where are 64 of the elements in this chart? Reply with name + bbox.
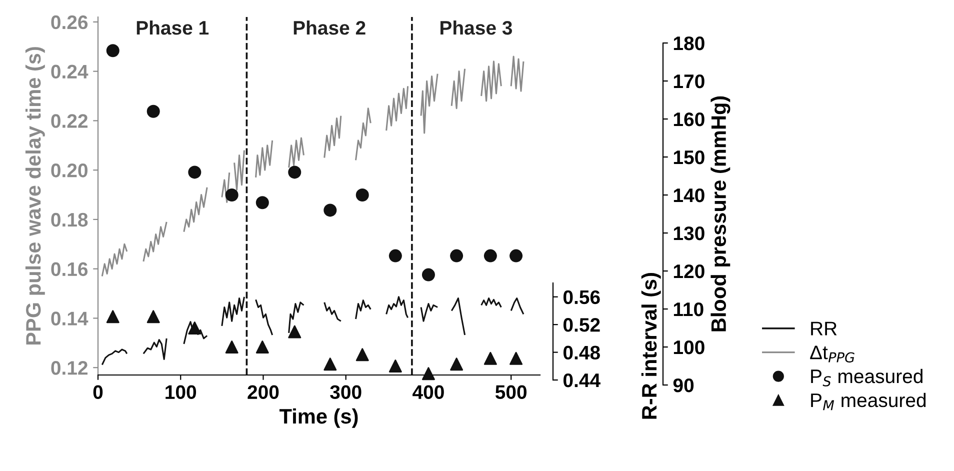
y-tick-label: 0.22 (51, 114, 88, 128)
point (288, 166, 302, 179)
point (106, 44, 120, 58)
point (356, 188, 369, 202)
y-tick-label: 0.20 (51, 164, 88, 178)
point (422, 268, 435, 282)
x-tick-label: 0 (93, 385, 103, 400)
x-tick-label: 500 (495, 385, 527, 400)
point (484, 352, 497, 365)
y-tick-label: 0.18 (51, 212, 88, 227)
annotation: Phase 2 (294, 20, 366, 35)
point (450, 358, 464, 371)
y2-tick-label: 170 (674, 74, 704, 88)
legend-label: RR (811, 322, 837, 336)
point (450, 249, 464, 262)
point (324, 358, 337, 371)
y2-tick-label: 90 (673, 378, 694, 392)
y3-tick-label: 0.52 (563, 318, 600, 332)
x-tick-label: 300 (330, 385, 362, 400)
point (324, 204, 337, 217)
y2-tick-label: 160 (674, 112, 704, 126)
y-tick-label: 0.26 (51, 15, 88, 30)
point (146, 104, 160, 118)
y2-tick-label: 110 (674, 302, 704, 316)
y2-tick-label: 130 (674, 226, 704, 240)
point (388, 249, 402, 262)
x-tick-label: 200 (248, 385, 279, 400)
y-axis-title: PPG pulse wave delay time (s) (25, 47, 45, 345)
point (225, 340, 238, 354)
y3-tick-label: 0.44 (563, 373, 600, 388)
x-tick-label: 100 (166, 385, 196, 400)
legend-label: P$_{M}$ measured (811, 392, 926, 410)
y-tick-label: 0.12 (51, 361, 88, 375)
point (422, 367, 435, 380)
y-tick-label: 0.16 (51, 262, 88, 276)
legend-label: P$_{S}$ measured (811, 368, 922, 386)
point (388, 359, 402, 373)
point (106, 310, 120, 324)
y2-tick-label: 100 (674, 340, 704, 354)
y2-tick-label: 140 (674, 188, 704, 202)
point (146, 310, 160, 324)
point (510, 352, 523, 365)
y2-tick-label: 120 (674, 264, 704, 278)
point (225, 188, 238, 202)
x-tick-label: 400 (412, 385, 444, 400)
y3-tick-label: 0.56 (563, 290, 600, 304)
y3-tick-label: 0.48 (563, 346, 600, 360)
legend-label: Δt$_{PPG}$ (810, 346, 854, 362)
y-tick-label: 0.14 (51, 312, 88, 326)
point (484, 249, 497, 262)
y2-axis-title: Blood pressure (mmHg) (710, 96, 730, 332)
y-tick-label: 0.24 (51, 64, 88, 79)
y3-axis-title: R-R interval (s) (641, 272, 661, 419)
x-axis-title: Time (s) (279, 408, 358, 428)
point (356, 348, 369, 362)
point (288, 325, 302, 338)
annotation: Phase 3 (440, 20, 512, 35)
y2-tick-label: 180 (674, 36, 704, 50)
point (256, 196, 269, 210)
y2-tick-label: 150 (674, 150, 704, 164)
point (510, 249, 523, 262)
point (188, 166, 202, 179)
annotation: Phase 1 (136, 20, 209, 35)
point (256, 340, 269, 354)
